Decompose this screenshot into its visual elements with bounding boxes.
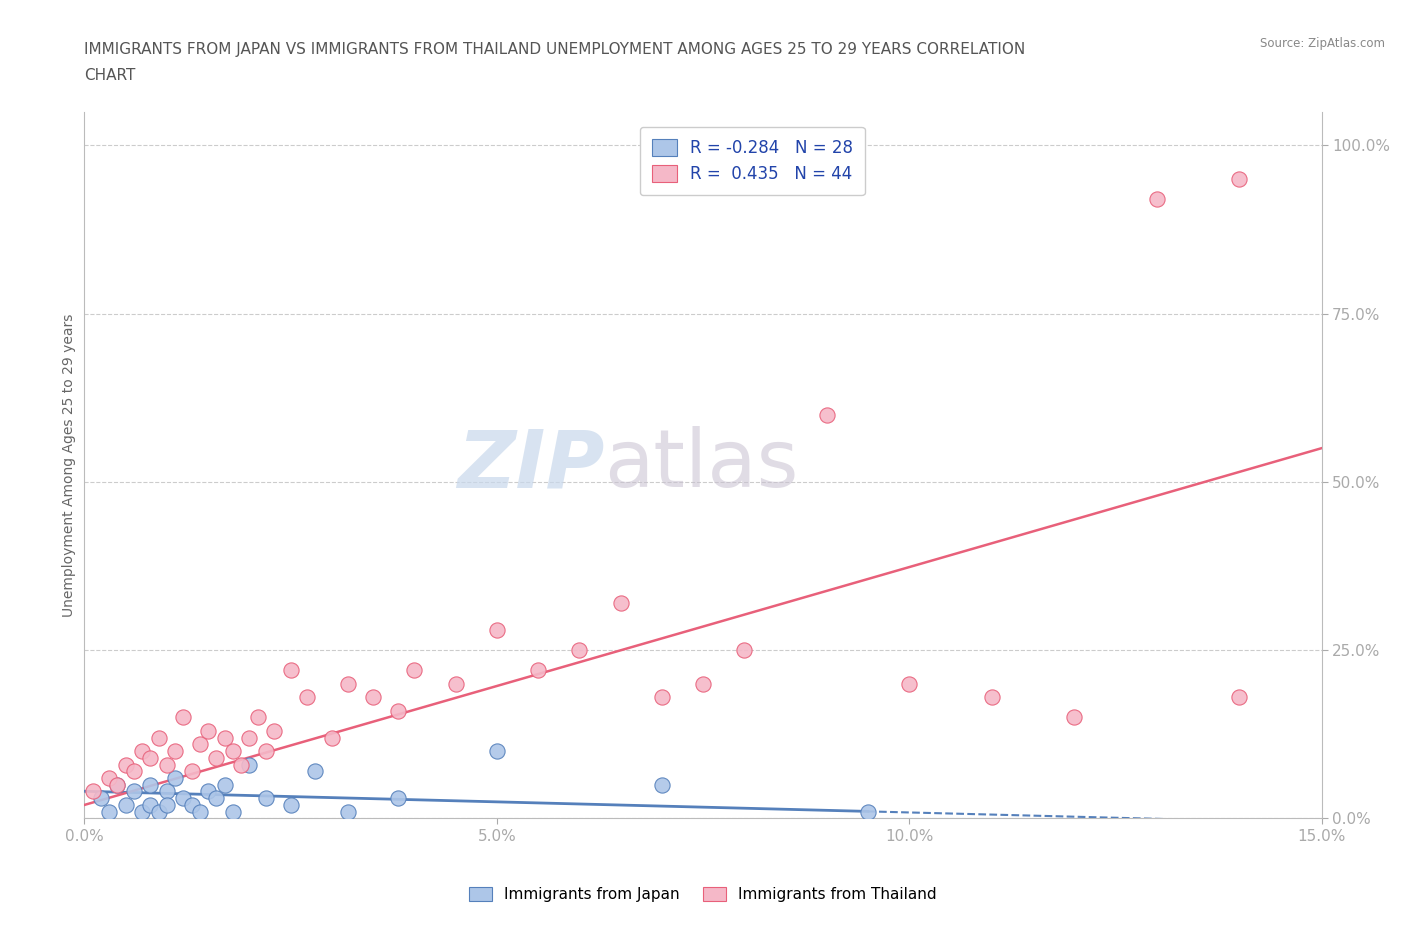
Y-axis label: Unemployment Among Ages 25 to 29 years: Unemployment Among Ages 25 to 29 years <box>62 313 76 617</box>
Point <box>321 730 343 745</box>
Point <box>180 798 202 813</box>
Point <box>165 744 187 759</box>
Point <box>1227 171 1250 186</box>
Point <box>280 663 302 678</box>
Point <box>156 784 179 799</box>
Point <box>280 798 302 813</box>
Point <box>651 690 673 705</box>
Point <box>222 804 245 819</box>
Point <box>156 798 179 813</box>
Text: ZIP: ZIP <box>457 426 605 504</box>
Point <box>254 744 277 759</box>
Point <box>568 643 591 658</box>
Point <box>387 703 409 718</box>
Point <box>114 798 136 813</box>
Point <box>1227 690 1250 705</box>
Point <box>651 777 673 792</box>
Point <box>304 764 326 778</box>
Point <box>485 622 508 637</box>
Point <box>139 751 162 765</box>
Point <box>527 663 550 678</box>
Point <box>263 724 285 738</box>
Point <box>131 804 153 819</box>
Point <box>485 744 508 759</box>
Point <box>692 676 714 691</box>
Point <box>148 804 170 819</box>
Point <box>98 771 121 786</box>
Point <box>148 730 170 745</box>
Legend: Immigrants from Japan, Immigrants from Thailand: Immigrants from Japan, Immigrants from T… <box>463 881 943 909</box>
Text: CHART: CHART <box>84 68 136 83</box>
Point <box>898 676 921 691</box>
Point <box>337 804 360 819</box>
Point <box>229 757 252 772</box>
Point <box>156 757 179 772</box>
Point <box>254 790 277 805</box>
Point <box>295 690 318 705</box>
Point <box>246 710 269 724</box>
Point <box>1063 710 1085 724</box>
Point <box>214 730 236 745</box>
Point <box>98 804 121 819</box>
Text: atlas: atlas <box>605 426 799 504</box>
Point <box>856 804 879 819</box>
Point <box>105 777 128 792</box>
Text: Source: ZipAtlas.com: Source: ZipAtlas.com <box>1260 37 1385 50</box>
Point <box>361 690 384 705</box>
Point <box>139 798 162 813</box>
Point <box>733 643 755 658</box>
Point <box>444 676 467 691</box>
Text: IMMIGRANTS FROM JAPAN VS IMMIGRANTS FROM THAILAND UNEMPLOYMENT AMONG AGES 25 TO : IMMIGRANTS FROM JAPAN VS IMMIGRANTS FROM… <box>84 42 1025 57</box>
Point <box>172 710 194 724</box>
Point <box>131 744 153 759</box>
Point <box>337 676 360 691</box>
Point <box>114 757 136 772</box>
Point <box>165 771 187 786</box>
Point <box>222 744 245 759</box>
Point <box>980 690 1002 705</box>
Point <box>214 777 236 792</box>
Point <box>180 764 202 778</box>
Point <box>815 407 838 422</box>
Point <box>197 784 219 799</box>
Point <box>139 777 162 792</box>
Point <box>122 764 145 778</box>
Point <box>172 790 194 805</box>
Point <box>90 790 112 805</box>
Point <box>122 784 145 799</box>
Point <box>404 663 426 678</box>
Legend: R = -0.284   N = 28, R =  0.435   N = 44: R = -0.284 N = 28, R = 0.435 N = 44 <box>640 127 865 195</box>
Point <box>105 777 128 792</box>
Point <box>197 724 219 738</box>
Point <box>238 730 260 745</box>
Point <box>238 757 260 772</box>
Point <box>609 595 631 610</box>
Point <box>205 751 228 765</box>
Point <box>387 790 409 805</box>
Point <box>82 784 104 799</box>
Point <box>188 804 211 819</box>
Point <box>1146 192 1168 206</box>
Point <box>188 737 211 751</box>
Point <box>205 790 228 805</box>
